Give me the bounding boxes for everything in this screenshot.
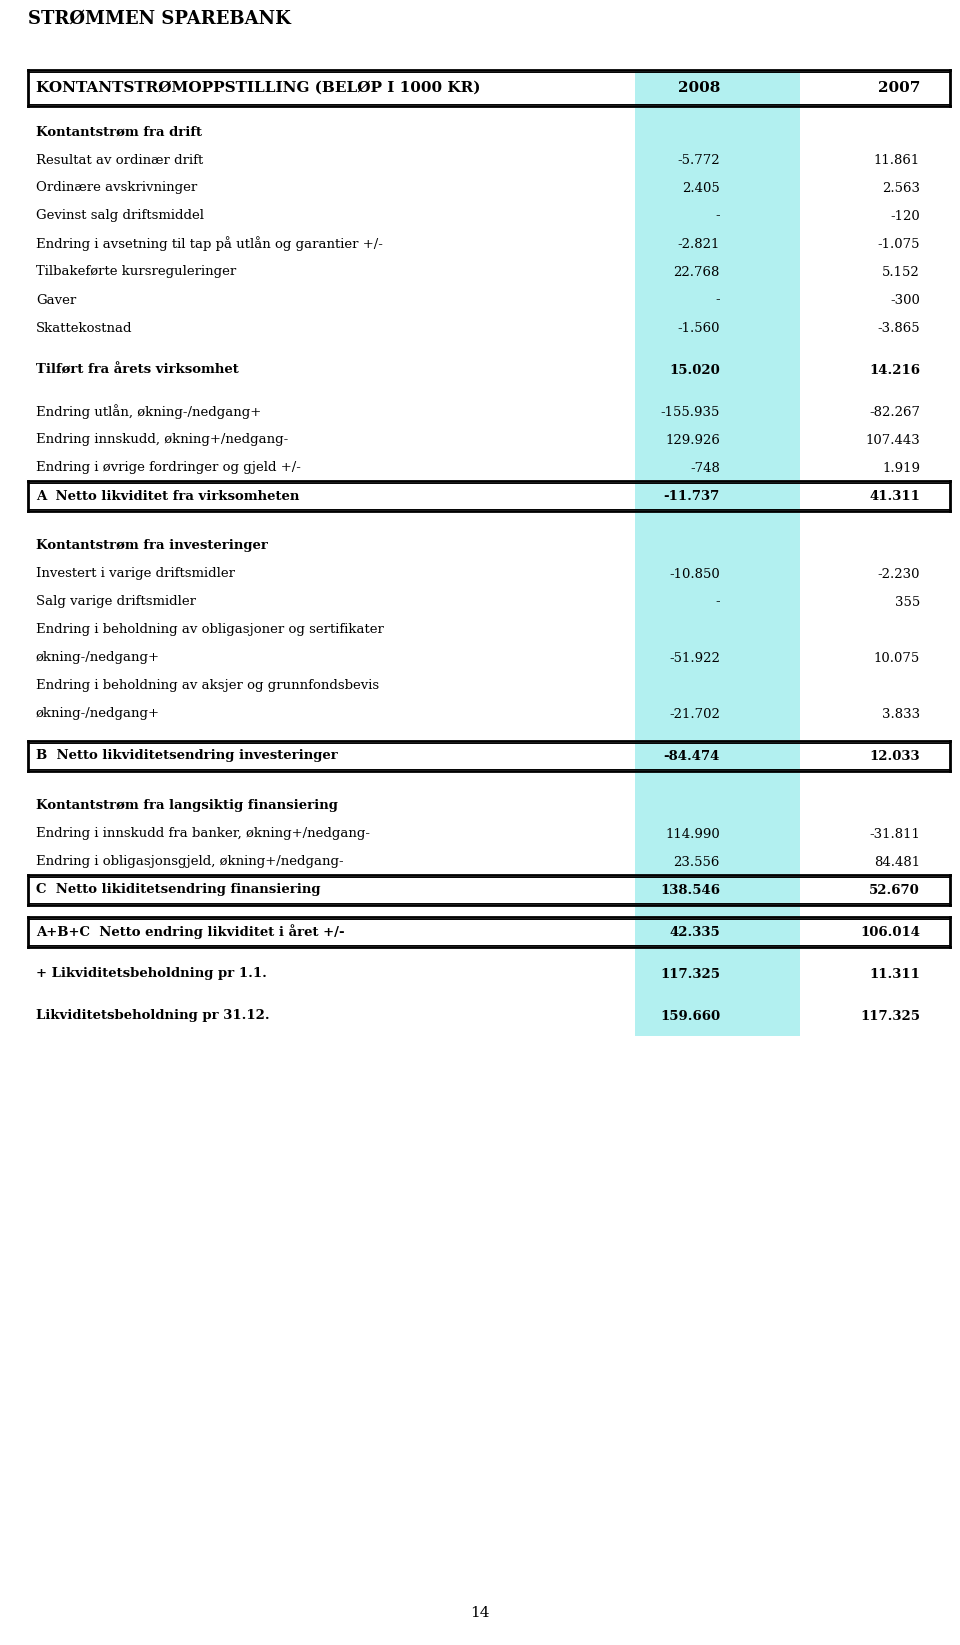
Text: 129.926: 129.926 [665, 434, 720, 446]
Text: 117.325: 117.325 [660, 967, 720, 980]
Text: 11.861: 11.861 [874, 153, 920, 166]
Text: økning-/nedgang+: økning-/nedgang+ [36, 707, 160, 721]
Text: Gevinst salg driftsmiddel: Gevinst salg driftsmiddel [36, 209, 204, 222]
Text: -10.850: -10.850 [669, 568, 720, 581]
Text: -31.811: -31.811 [869, 827, 920, 841]
Text: Ordinære avskrivninger: Ordinære avskrivninger [36, 181, 197, 194]
Text: 5.152: 5.152 [882, 265, 920, 278]
Text: 12.033: 12.033 [870, 750, 920, 763]
Text: -21.702: -21.702 [669, 707, 720, 721]
Text: B  Netto likviditetsendring investeringer: B Netto likviditetsendring investeringer [36, 750, 338, 763]
Text: Tilbakeførte kursreguleringer: Tilbakeførte kursreguleringer [36, 265, 236, 278]
Text: Salg varige driftsmidler: Salg varige driftsmidler [36, 595, 196, 609]
Text: Likviditetsbeholdning pr 31.12.: Likviditetsbeholdning pr 31.12. [36, 1010, 270, 1023]
Text: økning-/nedgang+: økning-/nedgang+ [36, 651, 160, 665]
Text: -2.230: -2.230 [877, 568, 920, 581]
Text: -: - [715, 209, 720, 222]
Text: Skattekostnad: Skattekostnad [36, 321, 132, 334]
Text: Endring i avsetning til tap på utlån og garantier +/-: Endring i avsetning til tap på utlån og … [36, 237, 383, 252]
Text: 2.405: 2.405 [683, 181, 720, 194]
Text: A+B+C  Netto endring likviditet i året +/-: A+B+C Netto endring likviditet i året +/… [36, 924, 345, 939]
Text: 23.556: 23.556 [674, 855, 720, 869]
Text: Investert i varige driftsmidler: Investert i varige driftsmidler [36, 568, 235, 581]
Text: 22.768: 22.768 [674, 265, 720, 278]
Text: 52.670: 52.670 [869, 883, 920, 897]
Text: Tilført fra årets virksomhet: Tilført fra årets virksomhet [36, 364, 239, 377]
Text: -84.474: -84.474 [663, 750, 720, 763]
Text: KONTANTSTRØMOPPSTILLING (BELØP I 1000 KR): KONTANTSTRØMOPPSTILLING (BELØP I 1000 KR… [36, 81, 481, 95]
Text: 106.014: 106.014 [860, 926, 920, 939]
Text: 138.546: 138.546 [660, 883, 720, 897]
Text: A  Netto likviditet fra virksomheten: A Netto likviditet fra virksomheten [36, 490, 300, 502]
Text: Kontantstrøm fra investeringer: Kontantstrøm fra investeringer [36, 540, 268, 553]
Text: Kontantstrøm fra langsiktig finansiering: Kontantstrøm fra langsiktig finansiering [36, 799, 338, 813]
Text: -1.560: -1.560 [678, 321, 720, 334]
Text: -300: -300 [890, 293, 920, 306]
Text: Endring i øvrige fordringer og gjeld +/-: Endring i øvrige fordringer og gjeld +/- [36, 462, 300, 474]
Text: Endring i beholdning av aksjer og grunnfondsbevis: Endring i beholdning av aksjer og grunnf… [36, 679, 379, 693]
Text: 15.020: 15.020 [669, 364, 720, 377]
Text: 2008: 2008 [678, 81, 720, 95]
Text: + Likviditetsbeholdning pr 1.1.: + Likviditetsbeholdning pr 1.1. [36, 967, 267, 980]
Text: 14: 14 [470, 1606, 490, 1620]
Text: -: - [715, 293, 720, 306]
Text: 2.563: 2.563 [882, 181, 920, 194]
Text: 159.660: 159.660 [660, 1010, 720, 1023]
Text: 355: 355 [895, 595, 920, 609]
Text: Endring i innskudd fra banker, økning+/nedgang-: Endring i innskudd fra banker, økning+/n… [36, 827, 370, 841]
Text: Endring i obligasjonsgjeld, økning+/nedgang-: Endring i obligasjonsgjeld, økning+/nedg… [36, 855, 344, 869]
Text: -11.737: -11.737 [663, 490, 720, 502]
Text: Resultat av ordinær drift: Resultat av ordinær drift [36, 153, 204, 166]
Text: 84.481: 84.481 [874, 855, 920, 869]
Text: 14.216: 14.216 [869, 364, 920, 377]
Text: Endring utlån, økning-/nedgang+: Endring utlån, økning-/nedgang+ [36, 405, 261, 419]
Text: -748: -748 [690, 462, 720, 474]
Text: -5.772: -5.772 [678, 153, 720, 166]
Text: -: - [715, 595, 720, 609]
Text: -155.935: -155.935 [660, 406, 720, 418]
Bar [635, 71, 800, 1036]
Text: -51.922: -51.922 [669, 651, 720, 665]
Text: 41.311: 41.311 [869, 490, 920, 502]
Text: 114.990: 114.990 [665, 827, 720, 841]
Text: -2.821: -2.821 [678, 237, 720, 250]
Text: STRØMMEN SPAREBANK: STRØMMEN SPAREBANK [28, 10, 291, 28]
Text: -1.075: -1.075 [877, 237, 920, 250]
Text: -120: -120 [890, 209, 920, 222]
Text: -82.267: -82.267 [869, 406, 920, 418]
Text: -3.865: -3.865 [877, 321, 920, 334]
Text: Endring innskudd, økning+/nedgang-: Endring innskudd, økning+/nedgang- [36, 434, 288, 446]
Text: 42.335: 42.335 [669, 926, 720, 939]
Text: 3.833: 3.833 [882, 707, 920, 721]
Text: 1.919: 1.919 [882, 462, 920, 474]
Text: 10.075: 10.075 [874, 651, 920, 665]
Text: Gaver: Gaver [36, 293, 76, 306]
Text: Endring i beholdning av obligasjoner og sertifikater: Endring i beholdning av obligasjoner og … [36, 623, 384, 637]
Text: C  Netto likiditetsendring finansiering: C Netto likiditetsendring finansiering [36, 883, 321, 897]
Text: 2007: 2007 [877, 81, 920, 95]
Text: 107.443: 107.443 [865, 434, 920, 446]
Text: Kontantstrøm fra drift: Kontantstrøm fra drift [36, 125, 202, 138]
Text: 11.311: 11.311 [869, 967, 920, 980]
Text: 117.325: 117.325 [860, 1010, 920, 1023]
